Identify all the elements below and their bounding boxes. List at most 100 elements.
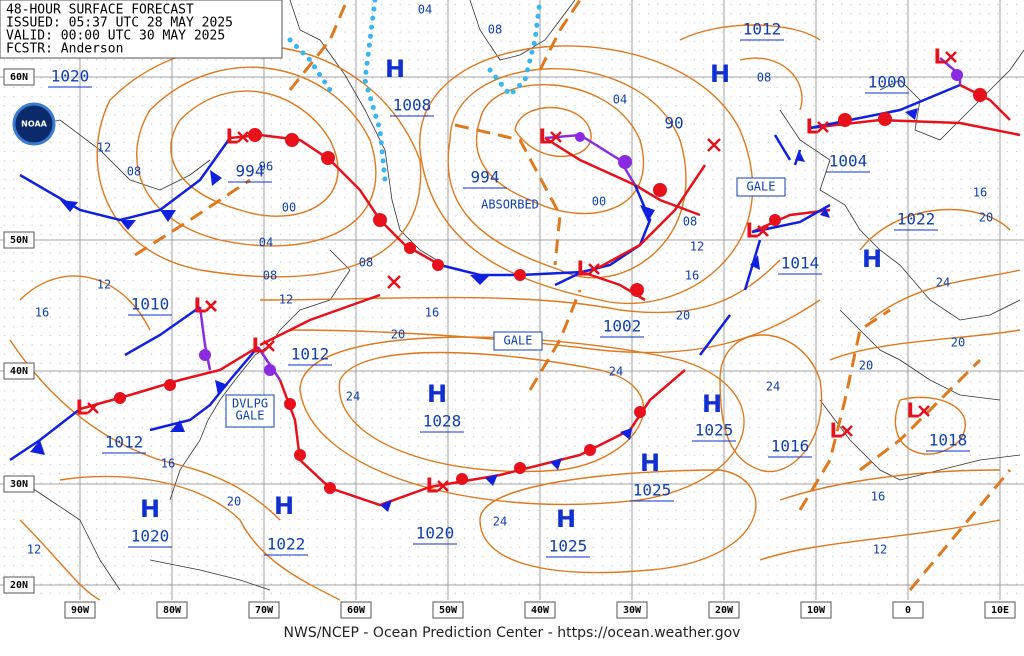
coastlines bbox=[14, 0, 1024, 591]
lon-label-box bbox=[984, 601, 1016, 619]
isobar-label: 08 bbox=[488, 23, 502, 37]
isobar-label: 24 bbox=[346, 390, 360, 404]
lon-label: 10E bbox=[991, 605, 1009, 616]
pressure-value: 1000 bbox=[868, 73, 907, 92]
isobar-label: 16 bbox=[973, 186, 987, 200]
annotation-box bbox=[736, 177, 786, 197]
isobar-label: 20 bbox=[859, 359, 873, 373]
header-title: 48-HOUR SURFACE FORECAST bbox=[6, 3, 194, 18]
isobar-label: 12 bbox=[873, 543, 887, 557]
low-x bbox=[918, 405, 930, 417]
pressure-value: 1012 bbox=[743, 20, 782, 39]
low-symbol: L bbox=[577, 257, 590, 281]
high-symbol: H bbox=[640, 449, 660, 477]
lon-label-box bbox=[156, 601, 188, 619]
pressure-value: 1020 bbox=[131, 527, 170, 546]
lon-label-box bbox=[248, 601, 280, 619]
pressure-value: 1010 bbox=[131, 295, 170, 314]
isobar-label: 16 bbox=[685, 269, 699, 283]
annotation: ABSORBED bbox=[481, 198, 539, 212]
pressure-value: 1012 bbox=[105, 433, 144, 452]
low-symbol: L bbox=[76, 396, 89, 420]
isobar-label: 20 bbox=[391, 328, 405, 342]
annotation: GALE bbox=[504, 334, 533, 348]
isobar-label: 20 bbox=[979, 211, 993, 225]
low-symbol: L bbox=[830, 419, 843, 443]
pressure-value: 1014 bbox=[781, 254, 820, 273]
lat-label-box bbox=[3, 68, 35, 86]
low-x bbox=[263, 340, 275, 352]
dot-grid bbox=[0, 0, 1024, 600]
low-x bbox=[205, 300, 217, 312]
high-symbol: H bbox=[427, 380, 447, 408]
low-symbol: L bbox=[194, 294, 207, 318]
lon-label-box bbox=[892, 601, 924, 619]
isobar-label: 08 bbox=[127, 165, 141, 179]
isobar-label: 24 bbox=[493, 515, 507, 529]
lon-label: 0 bbox=[905, 605, 911, 616]
low-symbol: L bbox=[539, 125, 552, 149]
pressure-value: 1002 bbox=[603, 317, 642, 336]
low-x bbox=[87, 402, 99, 414]
isobar-label: 16 bbox=[425, 306, 439, 320]
lat-label: 40N bbox=[10, 366, 28, 377]
isobar-label: 04 bbox=[418, 3, 432, 17]
isobar-label: 00 bbox=[592, 195, 606, 209]
isobar-label: 24 bbox=[766, 380, 780, 394]
isobar-label: 00 bbox=[282, 201, 296, 215]
isobar-label: 08 bbox=[683, 215, 697, 229]
pressure-value: 1022 bbox=[267, 535, 306, 554]
pressure-value: 1008 bbox=[393, 96, 432, 115]
occluded-symbols bbox=[199, 69, 963, 376]
low-x bbox=[841, 425, 853, 437]
pressure-value: 1004 bbox=[829, 152, 868, 171]
low-x bbox=[757, 225, 769, 237]
high-symbol: H bbox=[710, 60, 730, 88]
lon-label-box bbox=[432, 601, 464, 619]
low-symbol: L bbox=[426, 474, 439, 498]
lat-label-box bbox=[3, 475, 35, 493]
lon-label: 40W bbox=[531, 605, 550, 616]
lat-label-box bbox=[3, 231, 35, 249]
fronts bbox=[9, 57, 1021, 507]
isobar-label: 24 bbox=[936, 276, 950, 290]
troughs bbox=[134, 0, 1012, 591]
low-symbol: L bbox=[746, 219, 759, 243]
isobar-label: 12 bbox=[690, 240, 704, 254]
lat-label: 50N bbox=[10, 235, 28, 246]
low-x bbox=[588, 263, 600, 275]
high-symbol: H bbox=[556, 505, 576, 533]
lat-label: 60N bbox=[10, 72, 28, 83]
lon-label-box bbox=[524, 601, 556, 619]
low-x bbox=[945, 51, 957, 63]
low-symbol: L bbox=[806, 115, 819, 139]
low-symbol: L bbox=[252, 334, 265, 358]
isobar-label: 12 bbox=[97, 278, 111, 292]
isobar-label: 08 bbox=[359, 256, 373, 270]
high-symbol: H bbox=[862, 245, 882, 273]
lat-label-box bbox=[3, 362, 35, 380]
pressure-value: 1012 bbox=[291, 345, 330, 364]
low-x bbox=[550, 131, 562, 143]
lon-label: 80W bbox=[163, 605, 182, 616]
isobar-label: 20 bbox=[227, 495, 241, 509]
isobar-label: 08 bbox=[263, 269, 277, 283]
low-symbol: L bbox=[194, 294, 207, 318]
header-forecaster: FCSTR: Anderson bbox=[6, 42, 123, 57]
pressure-value: 1016 bbox=[771, 437, 810, 456]
header-issued: ISSUED: 05:37 UTC 28 MAY 2025 bbox=[6, 16, 233, 31]
lon-label-box bbox=[340, 601, 372, 619]
pressure-value: 1020 bbox=[51, 67, 90, 86]
header-box bbox=[0, 0, 283, 59]
low-x bbox=[437, 480, 449, 492]
x-marks bbox=[387, 138, 721, 289]
lon-label-box bbox=[708, 601, 740, 619]
low-symbol: L bbox=[907, 399, 920, 423]
pressure-value: 1018 bbox=[929, 431, 968, 450]
isobar-label: 20 bbox=[676, 309, 690, 323]
low-symbol: L bbox=[934, 45, 947, 69]
isobar-label: 96 bbox=[259, 160, 273, 174]
front-symbols bbox=[114, 88, 987, 494]
